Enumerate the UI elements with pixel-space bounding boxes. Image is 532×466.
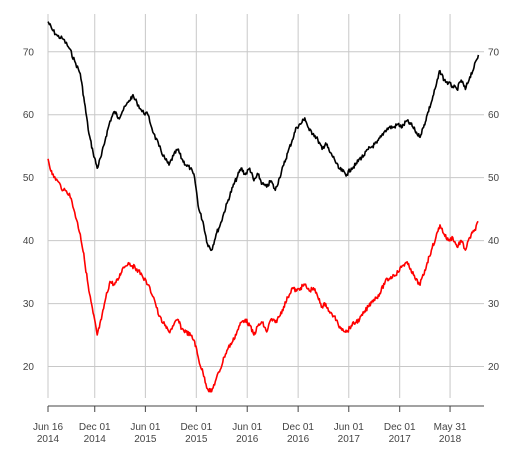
x-tick-label: Jun 01 bbox=[334, 422, 364, 433]
x-tick-label: Jun 01 bbox=[130, 422, 160, 433]
y-tick-label-right: 40 bbox=[488, 236, 500, 247]
y-tick-label-left: 70 bbox=[23, 47, 35, 58]
y-axis-left-labels: 20 30 40 50 60 70 bbox=[23, 47, 35, 373]
x-tick-label-year: 2017 bbox=[338, 434, 361, 445]
horizontal-gridlines bbox=[48, 51, 484, 368]
series-lines bbox=[47, 21, 480, 393]
x-tick-label: Dec 01 bbox=[384, 422, 416, 433]
y-tick-label-right: 30 bbox=[488, 299, 500, 310]
x-tick-label: Jun 16 bbox=[33, 422, 63, 433]
x-tick-label-year: 2016 bbox=[287, 434, 310, 445]
x-tick-label-year: 2014 bbox=[84, 434, 107, 445]
x-tick-label-year: 2016 bbox=[236, 434, 259, 445]
x-tick-label: Dec 01 bbox=[79, 422, 111, 433]
x-tick-label: May 31 bbox=[434, 422, 467, 433]
x-tick-label-year: 2018 bbox=[439, 434, 462, 445]
y-tick-label-left: 20 bbox=[23, 362, 35, 373]
x-tick-label-year: 2017 bbox=[389, 434, 412, 445]
x-tick-label: Jun 01 bbox=[232, 422, 262, 433]
series-line-black bbox=[47, 21, 480, 252]
y-tick-label-right: 50 bbox=[488, 173, 500, 184]
x-tick-label: Dec 01 bbox=[180, 422, 212, 433]
x-tick-label: Dec 01 bbox=[282, 422, 314, 433]
y-tick-label-left: 50 bbox=[23, 173, 35, 184]
series-line-red bbox=[47, 158, 479, 393]
y-axis-right-labels: 20 30 40 50 60 70 bbox=[488, 47, 500, 373]
y-tick-label-right: 60 bbox=[488, 110, 500, 121]
x-tick-label-year: 2014 bbox=[37, 434, 60, 445]
y-tick-label-right: 20 bbox=[488, 362, 500, 373]
x-tick-label-year: 2015 bbox=[134, 434, 157, 445]
x-tick-label-year: 2015 bbox=[185, 434, 208, 445]
y-tick-label-left: 30 bbox=[23, 299, 35, 310]
y-tick-label-left: 60 bbox=[23, 110, 35, 121]
y-tick-label-right: 70 bbox=[488, 47, 500, 58]
vertical-gridlines bbox=[47, 14, 451, 398]
y-tick-label-left: 40 bbox=[23, 236, 35, 247]
